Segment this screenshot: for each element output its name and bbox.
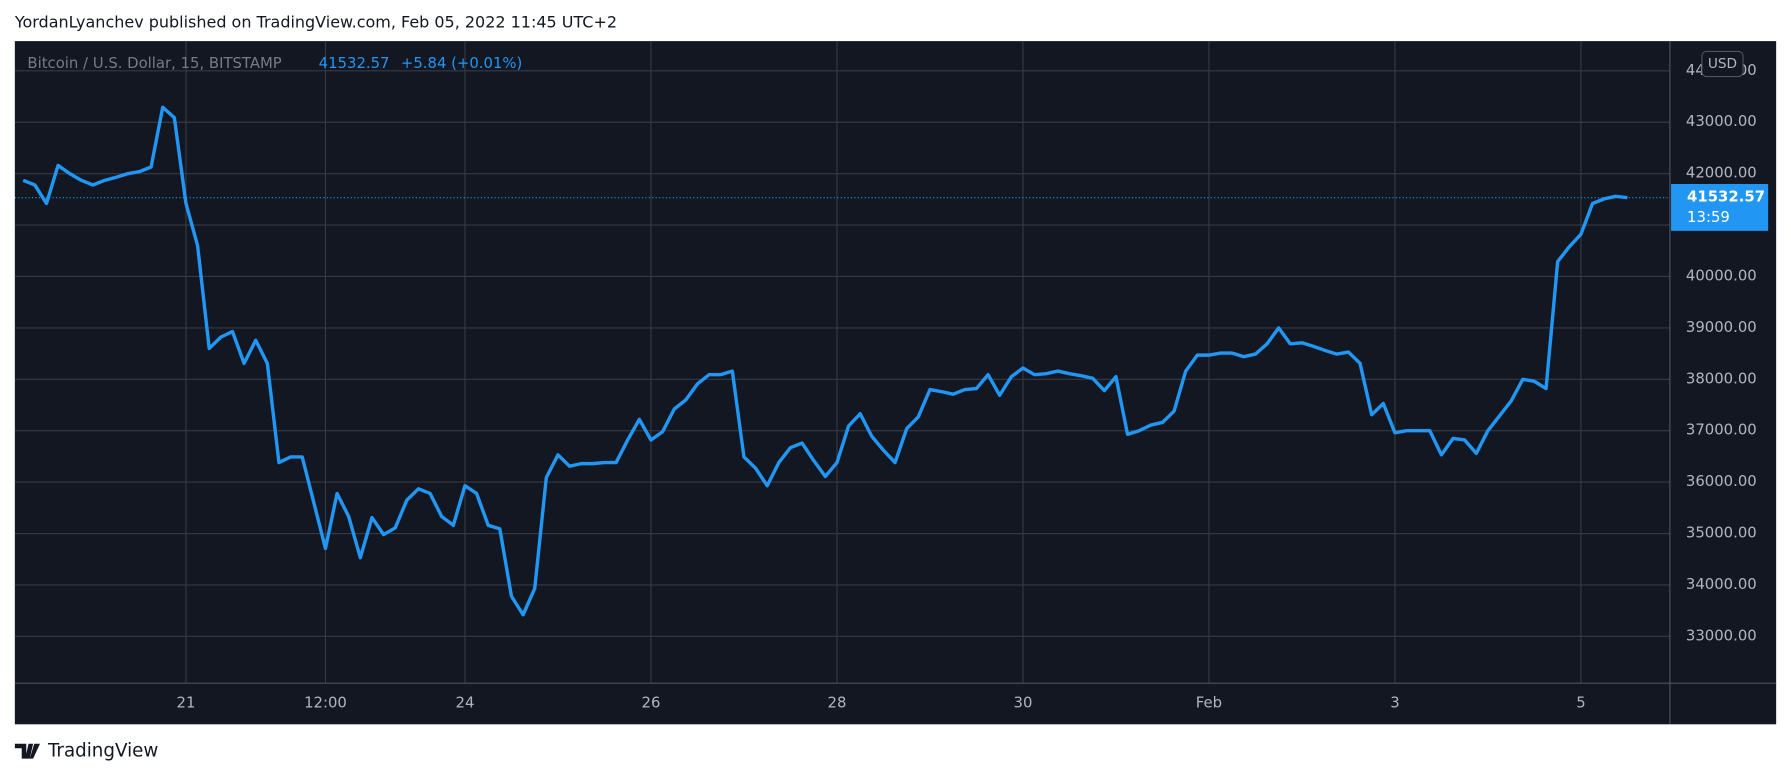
y-tick-label: 33000.00 <box>1686 626 1757 644</box>
x-tick-label: 26 <box>642 694 661 712</box>
y-tick-label: 36000.00 <box>1686 472 1757 490</box>
legend-price: 41532.57 <box>319 54 390 72</box>
y-tick-label: 34000.00 <box>1686 575 1757 593</box>
y-tick-label: 38000.00 <box>1686 369 1757 387</box>
logo-mark <box>14 743 40 759</box>
x-tick-label: 12:00 <box>304 694 347 712</box>
x-tick-label: 5 <box>1576 694 1585 712</box>
x-tick-label: 21 <box>177 694 196 712</box>
symbol-title: Bitcoin / U.S. Dollar, 15, BITSTAMP <box>27 54 281 72</box>
plot: 41532.57 13:59 <box>14 105 1769 617</box>
x-tick-label: 30 <box>1013 694 1032 712</box>
countdown-label: 13:59 <box>1687 208 1730 226</box>
x-tick-label: 28 <box>828 694 847 712</box>
price-line <box>22 105 1628 617</box>
chart-background <box>14 41 1777 725</box>
y-tick-label: 37000.00 <box>1686 421 1757 439</box>
x-tick-label: Feb <box>1196 694 1222 712</box>
last-price-badge <box>1671 183 1769 231</box>
y-tick-label: 35000.00 <box>1686 524 1757 542</box>
logo: TradingView <box>14 741 158 762</box>
x-tick-label: 24 <box>456 694 475 712</box>
x-tick-label: 3 <box>1390 694 1399 712</box>
grid <box>14 41 1670 684</box>
y-tick-label: 39000.00 <box>1686 318 1757 336</box>
y-tick-label: 43000.00 <box>1686 112 1757 130</box>
currency-label[interactable]: USD <box>1708 56 1737 72</box>
y-tick-label: 40000.00 <box>1686 266 1757 284</box>
logo-text: TradingView <box>47 741 158 762</box>
currency-badge[interactable] <box>1701 50 1744 78</box>
publish-header: YordanLyanchev published on TradingView.… <box>14 12 617 31</box>
last-price-label: 41532.57 <box>1687 188 1765 206</box>
legend-change: +5.84 (+0.01%) <box>401 54 522 72</box>
y-tick-label: 42000.00 <box>1686 164 1757 182</box>
